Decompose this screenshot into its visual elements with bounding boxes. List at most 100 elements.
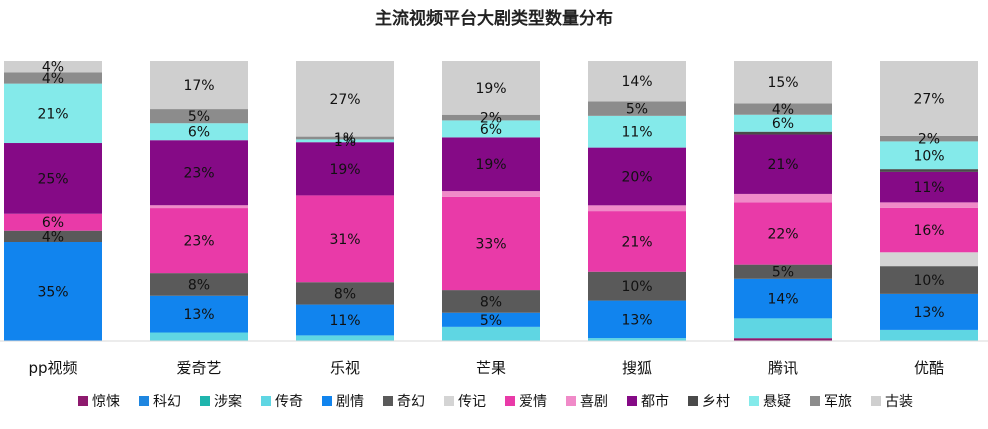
bar-segment-5-7	[734, 202, 832, 265]
bar-segment-4-9	[588, 147, 686, 206]
bar-segment-0-4	[4, 242, 102, 341]
data-label-2-0: 11%	[329, 313, 360, 329]
data-label-2-4: 1%	[334, 134, 356, 150]
data-label-0-3: 25%	[37, 171, 68, 187]
data-label-3-3: 19%	[475, 157, 506, 173]
legend-swatch-6	[444, 396, 454, 406]
data-label-1-5: 5%	[188, 109, 210, 125]
bar-segment-3-3	[442, 326, 540, 341]
bar-segment-3-8	[442, 191, 540, 197]
bar-segment-4-11	[588, 115, 686, 148]
bar-segment-0-5	[4, 230, 102, 243]
legend-label-4: 剧情	[336, 394, 364, 410]
bar-segment-6-8	[880, 202, 978, 208]
legend-label-13: 古装	[885, 394, 913, 410]
bar-segment-4-13	[588, 61, 686, 102]
category-label-6: 优酷	[914, 359, 944, 377]
legend-label-6: 传记	[458, 394, 486, 410]
legend-swatch-0	[78, 396, 88, 406]
legend-label-11: 悬疑	[763, 394, 791, 410]
legend-swatch-2	[200, 396, 210, 406]
data-label-3-1: 8%	[480, 294, 502, 310]
data-label-1-3: 23%	[183, 166, 214, 182]
bar-segment-5-0	[734, 338, 832, 341]
data-label-3-2: 33%	[475, 236, 506, 252]
bar-segment-6-5	[880, 266, 978, 294]
data-label-0-4: 21%	[37, 106, 68, 122]
bar-segment-0-12	[4, 72, 102, 84]
bar-segment-6-7	[880, 207, 978, 253]
bar-segment-3-5	[442, 290, 540, 313]
bar-segment-3-4	[442, 312, 540, 327]
category-label-3: 芒果	[476, 359, 506, 377]
bar-segment-2-9	[296, 142, 394, 196]
bar-segment-0-7	[4, 213, 102, 231]
data-label-6-2: 16%	[913, 223, 944, 239]
data-label-0-6: 4%	[42, 60, 64, 76]
data-label-0-2: 6%	[42, 215, 64, 231]
data-label-6-6: 27%	[913, 91, 944, 107]
legend-swatch-7	[505, 396, 515, 406]
bar-segment-1-4	[150, 295, 248, 333]
bar-segment-2-3	[296, 335, 394, 341]
bar-segment-3-11	[442, 120, 540, 138]
legend-label-8: 喜剧	[580, 394, 608, 410]
data-label-2-1: 8%	[334, 286, 356, 302]
bar-segment-5-11	[734, 114, 832, 132]
legend: 惊悚 科幻 涉案 传奇 剧情 奇幻 传记 爱情 喜剧 都市 乡村 悬疑 军旅 古装	[78, 393, 913, 410]
legend-swatch-12	[810, 396, 820, 406]
legend-label-0: 惊悚	[92, 394, 120, 410]
data-label-3-4: 6%	[480, 122, 502, 138]
data-label-6-1: 10%	[913, 273, 944, 289]
bar-segment-0-11	[4, 83, 102, 144]
bar-segment-5-13	[734, 61, 832, 104]
bar-segment-5-8	[734, 193, 832, 203]
legend-swatch-1	[139, 396, 149, 406]
legend-swatch-5	[383, 396, 393, 406]
bar-segment-4-3	[588, 338, 686, 341]
bar-segment-5-9	[734, 134, 832, 194]
legend-swatch-10	[688, 396, 698, 406]
data-label-0-1: 4%	[42, 229, 64, 245]
legend-swatch-11	[749, 396, 759, 406]
bar-segment-5-3	[734, 318, 832, 339]
data-label-4-3: 20%	[621, 169, 652, 185]
legend-label-3: 传奇	[275, 393, 303, 410]
bar-segment-3-13	[442, 61, 540, 115]
data-label-4-0: 13%	[621, 312, 652, 328]
category-label-5: 腾讯	[768, 359, 798, 377]
data-label-0-0: 35%	[37, 285, 68, 301]
data-label-3-0: 5%	[480, 313, 502, 329]
legend-swatch-3	[261, 396, 271, 406]
data-label-2-3: 19%	[329, 162, 360, 178]
legend-label-7: 爱情	[519, 394, 547, 410]
bar-segment-3-9	[442, 137, 540, 192]
data-label-1-0: 13%	[183, 307, 214, 323]
bar-segment-1-7	[150, 208, 248, 274]
bar-segment-2-4	[296, 304, 394, 336]
bar-segment-1-11	[150, 123, 248, 141]
bar-segment-2-13	[296, 61, 394, 137]
data-label-4-5: 5%	[626, 102, 648, 118]
category-label-2: 乐视	[330, 359, 360, 377]
data-label-1-1: 8%	[188, 277, 210, 293]
data-label-2-6: 27%	[329, 92, 360, 108]
data-label-5-4: 6%	[772, 116, 794, 132]
data-label-5-0: 14%	[767, 292, 798, 308]
legend-label-5: 奇幻	[397, 393, 425, 410]
data-label-1-4: 6%	[188, 125, 210, 141]
bar-segment-2-5	[296, 282, 394, 305]
data-label-1-2: 23%	[183, 234, 214, 250]
bar-segment-0-13	[4, 61, 102, 73]
bar-segment-3-7	[442, 196, 540, 291]
bar-segment-1-12	[150, 109, 248, 124]
legend-label-2: 涉案	[214, 393, 242, 410]
data-label-6-3: 11%	[913, 180, 944, 196]
bar-segment-2-12	[296, 136, 394, 140]
bar-segment-1-3	[150, 332, 248, 341]
data-label-4-6: 14%	[621, 74, 652, 90]
data-label-6-4: 10%	[913, 148, 944, 164]
data-label-2-2: 31%	[329, 232, 360, 248]
bar-segment-1-5	[150, 273, 248, 296]
